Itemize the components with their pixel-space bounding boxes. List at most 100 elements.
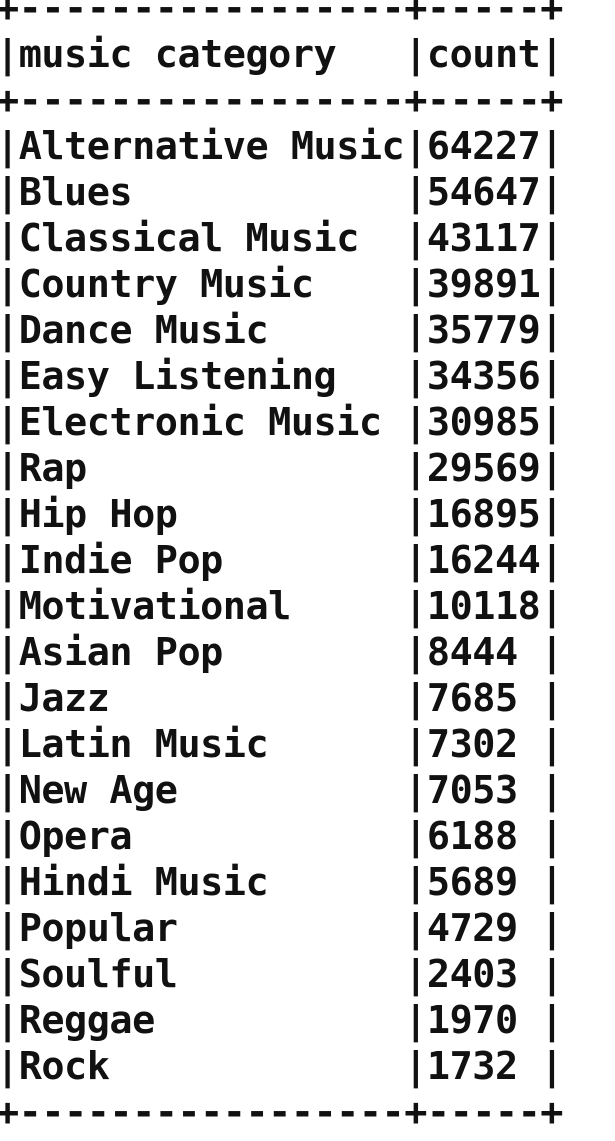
column-separator: | <box>404 1044 427 1089</box>
column-separator: | <box>0 998 19 1043</box>
count-cell: 54647 <box>426 170 541 215</box>
category-cell: Indie Pop <box>18 538 405 583</box>
table-top-border: +-----------------+-----+ <box>0 0 563 31</box>
category-cell: Dance Music <box>18 308 405 353</box>
column-separator: | <box>404 814 427 859</box>
column-separator: | <box>404 584 427 629</box>
category-cell: Reggae <box>18 998 405 1043</box>
column-separator: | <box>0 952 19 997</box>
count-cell: 6188 <box>426 814 541 859</box>
column-separator: | <box>0 630 19 675</box>
column-separator: | <box>540 446 564 491</box>
column-separator: | <box>404 262 427 307</box>
column-separator: | <box>0 492 19 537</box>
column-separator: | <box>404 32 427 77</box>
table-row: |Electronic Music |30985| <box>0 400 564 446</box>
table-row: |Motivational |10118| <box>0 584 564 630</box>
count-cell: 16895 <box>426 492 541 537</box>
column-separator: | <box>0 860 19 905</box>
table-row: |Rap |29569| <box>0 446 564 492</box>
count-cell: 34356 <box>426 354 541 399</box>
category-cell: New Age <box>18 768 405 813</box>
column-separator: | <box>0 262 19 307</box>
column-separator: | <box>540 400 564 445</box>
column-separator: | <box>540 492 564 537</box>
category-cell: Asian Pop <box>18 630 405 675</box>
column-separator: | <box>0 676 19 721</box>
count-cell: 4729 <box>426 906 541 951</box>
count-cell: 43117 <box>426 216 541 261</box>
column-separator: | <box>0 1044 19 1089</box>
column-separator: | <box>404 538 427 583</box>
category-cell: Blues <box>18 170 405 215</box>
category-cell: Popular <box>18 906 405 951</box>
count-cell: 64227 <box>426 124 541 169</box>
column-separator: | <box>540 676 564 721</box>
column-separator: | <box>0 584 19 629</box>
column-separator: | <box>540 814 564 859</box>
category-cell: Latin Music <box>18 722 405 767</box>
column-separator: | <box>404 446 427 491</box>
column-separator: | <box>0 124 19 169</box>
category-cell: Rap <box>18 446 405 491</box>
column-separator: | <box>540 308 564 353</box>
column-separator: | <box>0 538 19 583</box>
table-row: |Indie Pop |16244| <box>0 538 564 584</box>
column-separator: | <box>404 124 427 169</box>
column-separator: | <box>540 860 564 905</box>
column-separator: | <box>0 446 19 491</box>
column-header-music-category: music category <box>18 32 405 77</box>
column-separator: | <box>404 354 427 399</box>
category-cell: Country Music <box>18 262 405 307</box>
table-row: |Classical Music |43117| <box>0 216 564 262</box>
column-separator: | <box>0 906 19 951</box>
column-separator: | <box>404 906 427 951</box>
count-cell: 16244 <box>426 538 541 583</box>
table-bottom-border: +-----------------+-----+ <box>0 1090 563 1135</box>
column-separator: | <box>404 630 427 675</box>
column-separator: | <box>404 492 427 537</box>
column-separator: | <box>540 262 564 307</box>
category-cell: Hindi Music <box>18 860 405 905</box>
count-cell: 7053 <box>426 768 541 813</box>
column-separator: | <box>0 400 19 445</box>
category-cell: Alternative Music <box>18 124 405 169</box>
column-separator: | <box>540 538 564 583</box>
column-separator: | <box>540 952 564 997</box>
count-cell: 2403 <box>426 952 541 997</box>
category-cell: Opera <box>18 814 405 859</box>
column-separator: | <box>540 906 564 951</box>
category-cell: Hip Hop <box>18 492 405 537</box>
column-separator: | <box>540 124 564 169</box>
table-row: |Reggae |1970 | <box>0 998 564 1044</box>
column-separator: | <box>0 814 19 859</box>
column-separator: | <box>540 354 564 399</box>
count-cell: 8444 <box>426 630 541 675</box>
count-cell: 30985 <box>426 400 541 445</box>
count-cell: 5689 <box>426 860 541 905</box>
column-separator: | <box>404 308 427 353</box>
count-cell: 1970 <box>426 998 541 1043</box>
column-separator: | <box>404 998 427 1043</box>
table-row: |Asian Pop |8444 | <box>0 630 564 676</box>
category-cell: Motivational <box>18 584 405 629</box>
column-separator: | <box>0 722 19 767</box>
count-cell: 35779 <box>426 308 541 353</box>
column-header-count: count <box>426 32 541 77</box>
column-separator: | <box>404 676 427 721</box>
table-row: |Easy Listening |34356| <box>0 354 564 400</box>
column-separator: | <box>0 308 19 353</box>
category-cell: Electronic Music <box>18 400 405 445</box>
column-separator: | <box>404 768 427 813</box>
count-cell: 29569 <box>426 446 541 491</box>
column-separator: | <box>540 722 564 767</box>
column-separator: | <box>540 630 564 675</box>
column-separator: | <box>404 952 427 997</box>
column-separator: | <box>404 216 427 261</box>
table-row: |Opera |6188 | <box>0 814 564 860</box>
column-separator: | <box>0 354 19 399</box>
table-row: |Hip Hop |16895| <box>0 492 564 538</box>
column-separator: | <box>540 216 564 261</box>
table-row: |Dance Music |35779| <box>0 308 564 354</box>
header-row: |music category |count| <box>0 32 564 78</box>
